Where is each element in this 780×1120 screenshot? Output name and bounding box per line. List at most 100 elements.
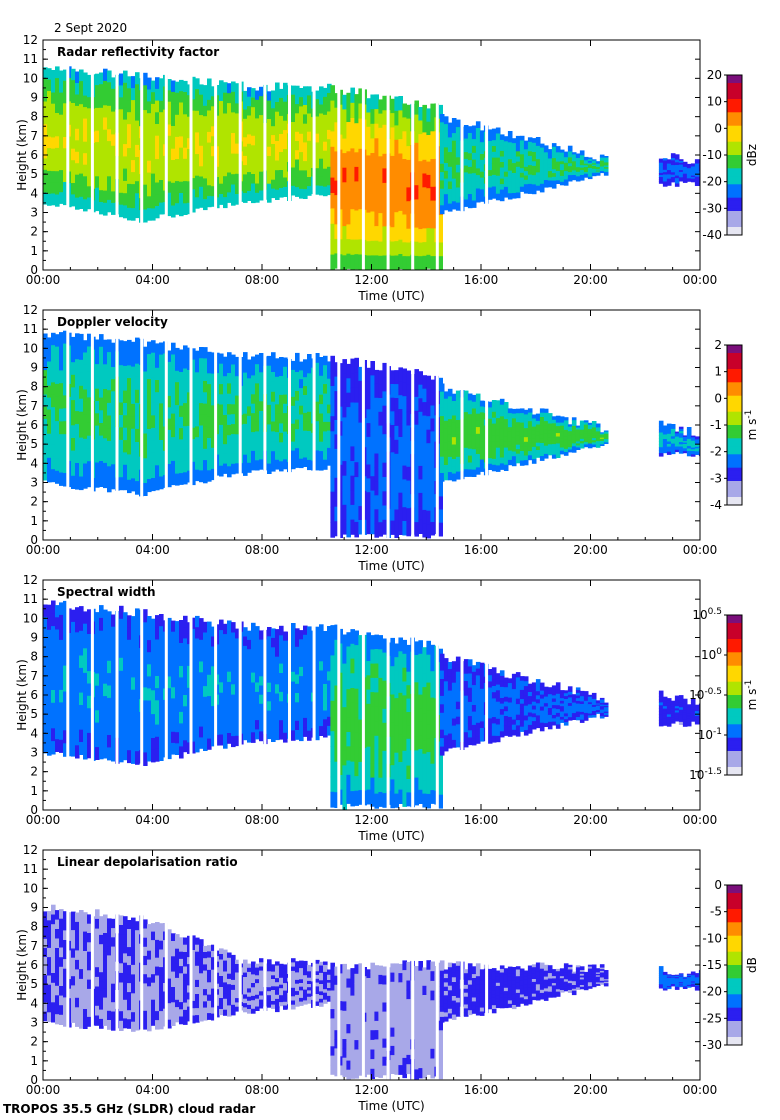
colorbar-tick-label: 100 <box>701 647 722 662</box>
colorbar-tick-label: 10 <box>707 95 722 109</box>
colorbar-cell <box>727 411 742 415</box>
colorbar-cell <box>727 887 742 891</box>
colorbar-cell <box>727 989 742 993</box>
colorbar-cell <box>727 700 742 704</box>
data-gap <box>140 40 144 270</box>
colorbar-cell <box>727 1023 742 1027</box>
colorbar-cell <box>727 473 742 477</box>
colorbar-cell <box>727 684 742 688</box>
data-gap <box>90 580 94 810</box>
colorbar-cell <box>727 414 742 418</box>
colorbar-cell <box>727 441 742 445</box>
colorbar-cell <box>727 941 742 945</box>
colorbar-cell <box>727 631 742 635</box>
heatmap-field <box>43 310 700 540</box>
colorbar-cell <box>727 75 742 79</box>
panel-title: Linear depolarisation ratio <box>57 855 238 869</box>
y-tick-label: 8 <box>30 380 38 394</box>
x-tick-label: 00:00 <box>683 813 718 827</box>
colorbar-cell <box>727 721 742 725</box>
colorbar-cell <box>727 465 742 469</box>
data-gap <box>189 850 193 1080</box>
colorbar-cell <box>727 361 742 365</box>
colorbar-tick-label: -2 <box>710 445 722 459</box>
cloud-region <box>439 114 609 215</box>
colorbar-tick-label: -20 <box>702 985 722 999</box>
x-tick-label: 04:00 <box>135 1083 170 1097</box>
x-tick-label: 00:00 <box>26 1083 61 1097</box>
x-tick-label: 16:00 <box>464 543 499 557</box>
colorbar-cell <box>727 703 742 707</box>
data-gap <box>312 40 316 270</box>
x-tick-label: 08:00 <box>245 813 280 827</box>
cloud-region <box>439 653 609 756</box>
data-gap <box>189 310 193 540</box>
colorbar-cell <box>727 141 742 145</box>
colorbar-cell <box>727 347 742 351</box>
data-gap <box>435 310 439 540</box>
colorbar-cell <box>727 962 742 966</box>
colorbar-cell <box>727 967 742 971</box>
data-gap <box>115 40 119 270</box>
data-gap <box>263 40 267 270</box>
colorbar-cell <box>727 128 742 132</box>
data-gap <box>238 850 242 1080</box>
colorbar-label: dBz <box>745 144 759 166</box>
colorbar-cell <box>727 171 742 175</box>
data-gap <box>485 310 489 540</box>
colorbar-cell <box>727 724 742 728</box>
heatmap-field <box>43 40 700 270</box>
data-gap-lines <box>66 40 489 270</box>
cloud-region <box>43 904 332 1032</box>
cloud-region <box>439 960 609 1023</box>
y-tick-label: 6 <box>30 688 38 702</box>
colorbar-cell <box>727 197 742 201</box>
cloud-region <box>43 330 332 497</box>
colorbar-cell <box>727 109 742 113</box>
colorbar-cell <box>727 139 742 143</box>
data-gap <box>361 580 365 810</box>
y-tick-label: 5 <box>30 167 38 181</box>
colorbar-cell <box>727 168 742 172</box>
y-tick-label: 6 <box>30 418 38 432</box>
data-gap <box>140 850 144 1080</box>
colorbar-cell <box>727 914 742 918</box>
colorbar-cell <box>727 986 742 990</box>
colorbar-cell <box>727 719 742 723</box>
y-tick-label: 9 <box>30 91 38 105</box>
data-gap <box>115 310 119 540</box>
colorbar-cell <box>727 483 742 487</box>
x-tick-label: 00:00 <box>683 1083 718 1097</box>
colorbar-cell <box>727 224 742 228</box>
colorbar-label: m s-1 <box>744 410 759 441</box>
colorbar-tick-label: -25 <box>702 1011 722 1025</box>
data-gap <box>263 310 267 540</box>
x-tick-label: 08:00 <box>245 1083 280 1097</box>
y-tick-label: 2 <box>30 1035 38 1049</box>
x-tick-label: 08:00 <box>245 543 280 557</box>
colorbar: 20 10 0 -10 -20 -30 -40 dBz <box>702 68 759 242</box>
colorbar-cell <box>727 938 742 942</box>
colorbar-cell <box>727 959 742 963</box>
colorbar-cell <box>727 946 742 950</box>
data-gap <box>288 310 291 540</box>
colorbar-cell <box>727 409 742 413</box>
data-gap <box>263 850 267 1080</box>
colorbar-cell <box>727 219 742 223</box>
colorbar-tick-label: 10-1 <box>698 727 722 742</box>
x-tick-label: 12:00 <box>354 813 389 827</box>
colorbar-cell <box>727 997 742 1001</box>
colorbar-cell <box>727 668 742 672</box>
y-tick-label: 12 <box>23 33 38 47</box>
colorbar-cell <box>727 657 742 661</box>
colorbar-cell <box>727 497 742 501</box>
colorbar-cell <box>727 991 742 995</box>
colorbar-cell <box>727 451 742 455</box>
colorbar-cell <box>727 363 742 367</box>
y-tick-label: 3 <box>30 476 38 490</box>
colorbar-cell <box>727 115 742 119</box>
y-tick-label: 2 <box>30 765 38 779</box>
y-tick-label: 5 <box>30 707 38 721</box>
x-tick-label: 16:00 <box>464 1083 499 1097</box>
